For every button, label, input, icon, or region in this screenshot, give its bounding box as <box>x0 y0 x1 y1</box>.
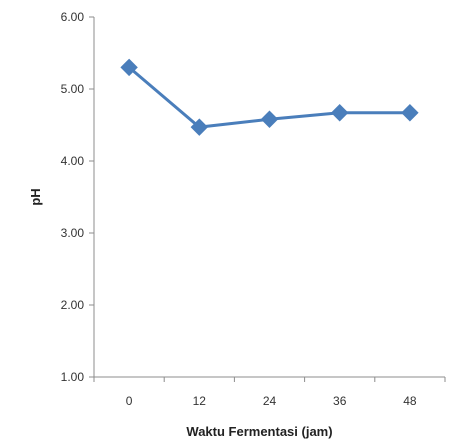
x-axis-title: Waktu Fermentasi (jam) <box>186 424 332 439</box>
data-point-marker <box>330 104 349 122</box>
y-tick-label: 2.00 <box>61 298 85 312</box>
y-tick-label: 5.00 <box>61 82 85 96</box>
y-tick-label: 1.00 <box>61 370 85 384</box>
data-point-marker <box>260 110 279 128</box>
y-tick-label: 4.00 <box>61 154 85 168</box>
y-axis-title: pH <box>28 188 43 205</box>
x-tick-label: 24 <box>263 394 277 408</box>
y-tick-label: 6.00 <box>61 10 85 24</box>
x-tick-label: 48 <box>403 394 417 408</box>
series-ph <box>120 58 419 136</box>
x-tick-label: 0 <box>126 394 133 408</box>
data-point-marker <box>190 118 209 136</box>
data-point-marker <box>401 104 419 122</box>
x-tick-label: 12 <box>193 394 207 408</box>
data-point-marker <box>120 58 138 77</box>
y-tick-label: 3.00 <box>61 226 85 240</box>
y-axis: 1.00 2.00 3.00 4.00 5.00 6.00 <box>61 10 95 384</box>
x-tick-label: 36 <box>333 394 347 408</box>
x-axis: 0 12 24 36 48 <box>93 376 446 408</box>
